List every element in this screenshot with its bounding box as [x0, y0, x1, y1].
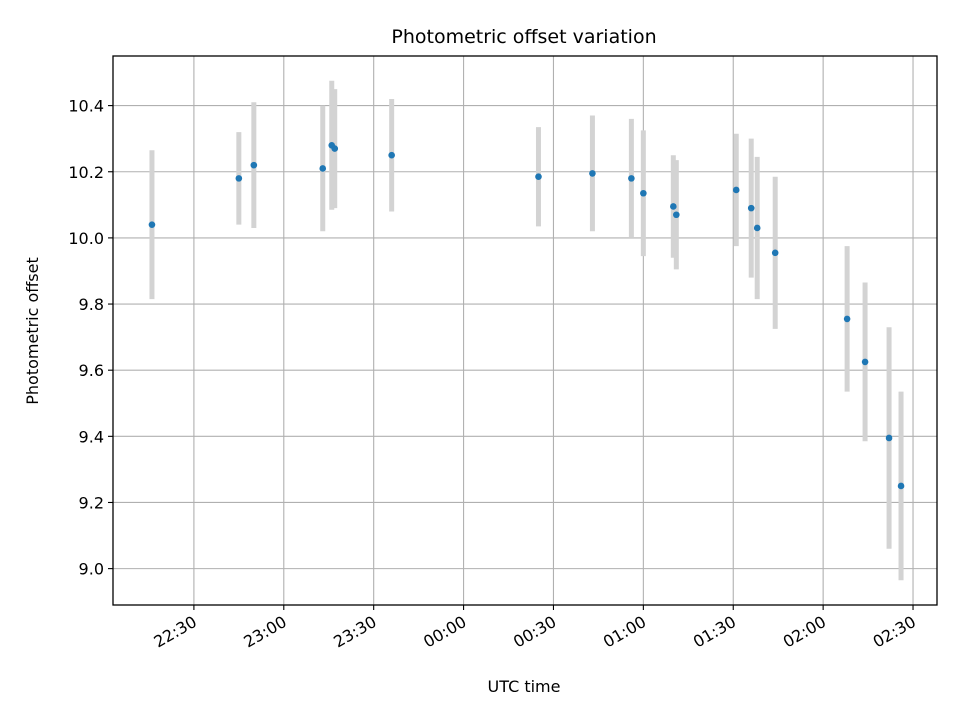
- chart-title: Photometric offset variation: [391, 26, 656, 48]
- data-point: [250, 161, 258, 169]
- y-tick-label: 9.4: [79, 427, 104, 446]
- data-point: [148, 221, 156, 228]
- data-point: [747, 204, 755, 212]
- data-points: [148, 141, 905, 490]
- y-axis-ticks: 9.0 9.2 9.4 9.6 9.8 10.0 10.2 10.4: [68, 97, 113, 579]
- y-tick-label: 10.0: [68, 229, 104, 248]
- data-point: [388, 151, 395, 159]
- y-tick-label: 9.8: [79, 295, 104, 314]
- grid: [113, 56, 937, 605]
- data-point: [861, 358, 869, 366]
- data-point: [589, 170, 596, 177]
- y-tick-label: 10.2: [68, 163, 104, 182]
- y-tick-label: 9.0: [79, 560, 104, 579]
- data-point: [885, 434, 893, 442]
- data-point: [319, 165, 327, 172]
- data-point: [628, 175, 635, 182]
- data-point: [331, 145, 339, 152]
- data-point: [732, 186, 740, 194]
- data-point: [670, 203, 677, 210]
- y-tick-label: 9.6: [79, 361, 104, 380]
- x-axis-label: UTC time: [488, 677, 561, 696]
- data-point: [235, 175, 243, 182]
- plot-frame: [112, 55, 938, 606]
- data-point: [843, 315, 851, 323]
- y-tick-label: 9.2: [79, 493, 104, 512]
- data-point: [897, 482, 905, 490]
- data-point: [753, 224, 761, 232]
- data-point: [640, 189, 647, 197]
- data-point: [771, 249, 779, 257]
- y-axis-label: Photometric offset: [23, 257, 42, 405]
- data-point: [535, 173, 542, 181]
- y-tick-label: 10.4: [68, 97, 104, 116]
- data-point: [673, 211, 680, 219]
